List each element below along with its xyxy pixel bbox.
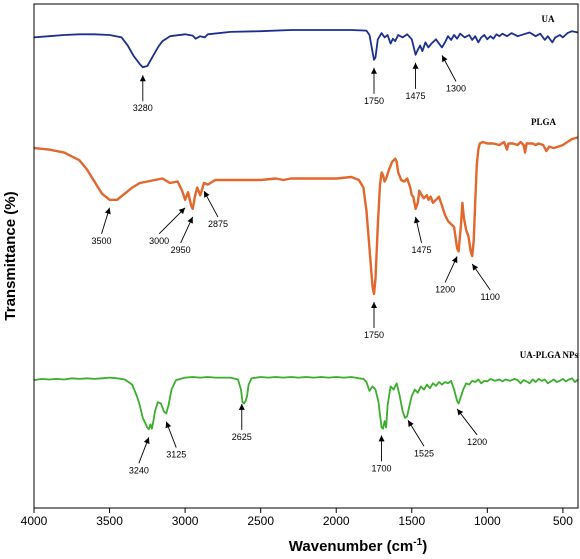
annotation-arrow-line [158,207,186,235]
peak-annotation: 1300 [441,55,466,93]
arrow-head-icon [412,62,419,69]
peak-annotation: 2625 [232,403,252,442]
x-tick-label: 2500 [247,514,274,528]
x-tick-label: 4000 [21,514,48,528]
peak-annotation: 2875 [203,190,228,229]
y-axis-title: Transmittance (%) [2,191,19,320]
arrow-head-icon [178,207,186,215]
x-axis-title: Wavenumber (cm-1) [289,537,427,555]
peak-label: 2625 [232,432,252,442]
peak-label: 3125 [166,450,186,460]
x-tick-label: 3500 [96,514,123,528]
series-line-ua [33,29,579,69]
peak-label: 1475 [412,245,432,255]
arrow-head-icon [165,421,172,429]
x-tick-label: 500 [553,514,573,528]
peak-annotation: 3280 [133,75,153,113]
peak-label: 1200 [435,284,455,294]
peak-annotation: 1475 [412,216,432,255]
peak-label: 2875 [208,219,228,229]
peak-label: 1200 [467,437,487,447]
peak-annotation: 3125 [165,421,186,460]
peak-annotation: 1750 [364,67,384,106]
peak-annotation: 1200 [435,256,458,294]
arrow-head-icon [457,408,464,416]
x-axis-ticks: 4000 3500 3000 2500 2000 1500 1000 500 [21,508,573,528]
arrow-head-icon [204,191,210,198]
peak-label: 1100 [481,292,500,302]
arrow-head-icon [139,75,146,82]
peak-label: 1300 [446,83,466,93]
arrow-head-icon [143,437,150,444]
arrow-head-icon [104,207,111,215]
peak-label: 1750 [364,330,384,340]
x-tick-label: 2000 [323,514,350,528]
peak-annotation: 1700 [372,435,392,473]
peak-annotation: 1475 [406,62,426,101]
series-name-label: PLGA [531,117,557,127]
peak-annotation: 2950 [171,216,194,255]
peak-annotation: 1750 [364,302,384,340]
series-line-ua-plga-nps [33,376,579,431]
arrow-head-icon [371,67,377,74]
arrow-head-icon [378,435,385,442]
arrow-head-icon [238,403,245,410]
x-tick-label: 1000 [474,514,501,528]
peak-annotation: 3240 [129,437,150,475]
peak-label: 2950 [171,245,191,255]
series-names: UA PLGA UA-PLGA NPs [520,14,579,360]
arrow-head-icon [408,420,414,427]
plot-area [33,29,579,431]
peak-label: 3240 [129,465,149,475]
peak-label: 1475 [406,91,426,101]
peak-label: 3280 [133,103,153,113]
arrow-head-icon [451,256,458,264]
peak-label: 3000 [149,236,169,246]
peak-label: 3500 [92,236,112,246]
peak-annotation: 3500 [92,207,112,246]
peak-annotation: 1200 [456,408,487,447]
peak-label: 1525 [414,448,434,458]
series-name-label: UA [542,14,555,24]
peak-label: 1700 [372,463,392,473]
arrow-head-icon [187,216,193,224]
peak-annotation: 1525 [407,420,434,458]
arrow-head-icon [371,302,377,308]
peak-label: 1750 [364,96,384,106]
arrow-head-icon [472,264,479,271]
arrow-head-icon [413,216,420,224]
peak-annotation: 1100 [471,263,500,302]
peak-annotation: 3000 [149,207,186,246]
x-tick-label: 3000 [172,514,199,528]
series-line-plga [33,136,579,296]
x-tick-label: 1500 [398,514,425,528]
plot-frame [33,3,579,509]
series-name-label: UA-PLGA NPs [520,350,579,360]
arrow-head-icon [442,55,448,63]
